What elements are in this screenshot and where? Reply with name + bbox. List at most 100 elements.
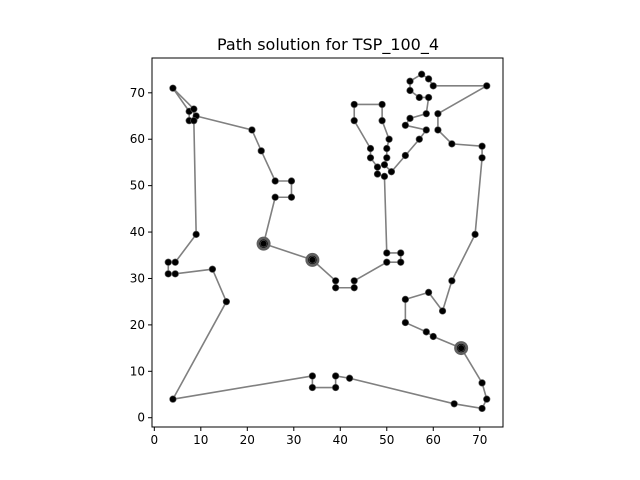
city-point — [401, 295, 409, 303]
city-point — [448, 140, 456, 148]
city-point — [478, 154, 486, 162]
city-point — [397, 258, 405, 266]
path-segment — [353, 119, 372, 150]
city-point — [438, 307, 447, 315]
x-tick-label: 40 — [333, 433, 348, 447]
city-point — [222, 298, 230, 306]
plot-frame — [151, 57, 504, 428]
city-point — [208, 265, 217, 273]
city-point — [418, 70, 426, 78]
x-tick-label: 30 — [286, 433, 301, 447]
city-point — [383, 249, 391, 257]
city-points-layer — [164, 70, 491, 413]
path-segment — [453, 402, 483, 410]
path-segment — [174, 268, 214, 275]
city-point — [478, 142, 486, 150]
city-point — [415, 135, 423, 143]
city-point — [429, 332, 437, 341]
city-point — [308, 383, 316, 392]
plot-area — [164, 70, 491, 413]
path-segment — [172, 375, 314, 400]
city-point — [401, 318, 409, 327]
city-point — [471, 230, 479, 238]
path-segment — [437, 85, 488, 115]
city-point — [425, 93, 433, 102]
path-segment — [251, 129, 263, 152]
city-point — [345, 374, 354, 382]
city-point — [422, 110, 430, 118]
path-segment — [262, 242, 314, 261]
city-point — [425, 75, 433, 83]
city-point — [171, 258, 179, 266]
city-point — [373, 163, 382, 171]
city-point — [478, 379, 486, 387]
path-segment — [404, 291, 430, 301]
path-segment — [427, 291, 444, 312]
city-point — [373, 170, 382, 178]
city-point — [415, 93, 423, 102]
city-point — [422, 126, 430, 134]
city-point — [406, 86, 414, 95]
x-tick-label: 50 — [379, 433, 394, 447]
path-segment — [172, 300, 228, 400]
path-segment — [174, 233, 197, 264]
city-point — [190, 117, 198, 125]
city-point — [383, 144, 391, 153]
city-point — [448, 277, 456, 285]
city-point — [271, 177, 279, 185]
city-point — [387, 168, 396, 176]
city-point — [308, 372, 316, 380]
city-point — [332, 372, 340, 380]
city-point — [350, 117, 358, 125]
city-point — [308, 256, 316, 264]
city-point — [434, 126, 442, 134]
city-point — [483, 395, 491, 403]
city-point — [190, 105, 198, 113]
city-point — [164, 270, 172, 278]
city-point — [366, 154, 375, 162]
city-point — [425, 288, 433, 296]
y-tick-label: 60 — [130, 132, 145, 146]
city-point — [287, 177, 296, 185]
path-segment — [451, 233, 476, 282]
city-point — [271, 193, 279, 201]
x-tick-label: 60 — [426, 433, 441, 447]
x-tick-label: 70 — [472, 433, 487, 447]
x-axis: 0 10 20 30 40 50 60 70 — [151, 427, 487, 447]
city-point — [350, 100, 358, 109]
city-point — [248, 126, 256, 134]
y-axis: 0 10 20 30 40 50 60 70 — [130, 86, 152, 425]
city-point — [383, 258, 391, 266]
path-segment — [211, 268, 228, 303]
x-tick-label: 0 — [151, 433, 159, 447]
city-point — [406, 114, 414, 122]
city-point — [169, 395, 177, 403]
path-segment — [383, 175, 388, 254]
city-point — [401, 121, 409, 129]
city-point — [383, 154, 391, 162]
path-segment — [195, 115, 253, 131]
y-tick-label: 70 — [130, 86, 145, 100]
city-point — [164, 258, 172, 266]
city-point — [366, 144, 375, 153]
city-point — [457, 344, 465, 352]
city-point — [332, 277, 340, 285]
path-segment — [262, 196, 276, 245]
city-point — [406, 77, 414, 85]
y-tick-label: 20 — [130, 318, 145, 332]
city-point — [332, 284, 340, 292]
city-point — [350, 277, 358, 285]
city-point — [478, 404, 486, 413]
city-point — [483, 82, 491, 90]
path-segment — [353, 261, 388, 282]
y-tick-label: 30 — [130, 271, 145, 285]
city-point — [397, 249, 405, 257]
y-tick-label: 40 — [130, 225, 145, 239]
path-segment — [193, 119, 197, 236]
city-point — [171, 270, 179, 278]
city-point — [434, 110, 442, 118]
city-point — [350, 284, 358, 292]
city-point — [385, 135, 393, 143]
